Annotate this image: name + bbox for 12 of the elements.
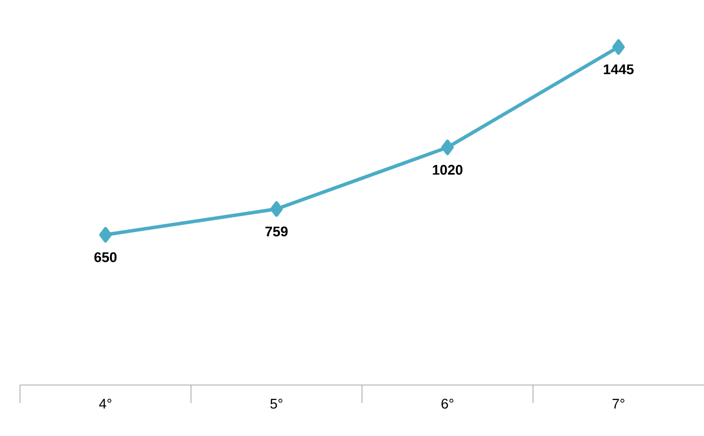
x-tick-label: 7° [612, 398, 624, 409]
x-tick-label: 5° [270, 398, 282, 409]
point [270, 201, 283, 217]
x-tick-label: 4° [99, 398, 112, 409]
point [612, 39, 625, 55]
x-tick-label: 6° [442, 398, 454, 409]
data-label: 759 [265, 226, 288, 236]
data-label: 1445 [604, 64, 634, 74]
data-label: 1020 [432, 164, 462, 175]
point [441, 140, 454, 156]
data-label: 650 [94, 252, 117, 262]
point [99, 227, 112, 243]
